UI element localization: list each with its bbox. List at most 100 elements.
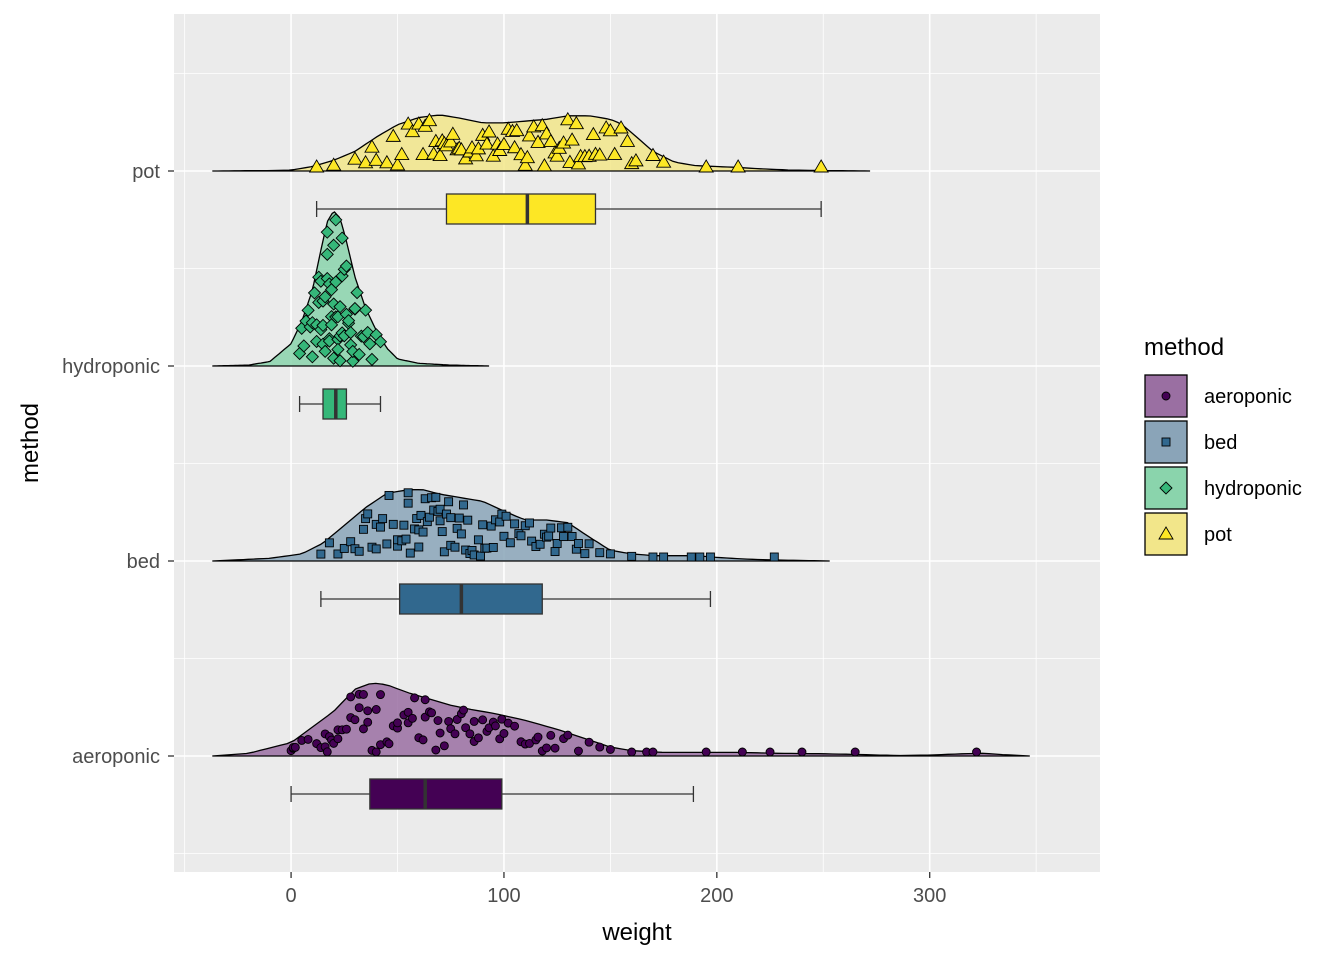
data-point: [371, 705, 381, 714]
data-point: [469, 717, 479, 726]
data-point: [325, 157, 342, 171]
data-point: [686, 552, 696, 562]
data-point: [320, 247, 334, 262]
data-point: [516, 531, 526, 541]
data-point: [584, 737, 594, 747]
data-point: [645, 147, 661, 161]
data-point: [444, 497, 454, 507]
data-point: [335, 231, 349, 245]
series-aeroponic: [212, 682, 1030, 810]
legend-title: method: [1144, 334, 1224, 361]
series-hydroponic: [212, 211, 490, 420]
data-point: [378, 514, 388, 524]
legend: method aeroponic bed hydroponic pot: [1144, 334, 1302, 556]
legend-entry-pot: pot: [1144, 512, 1232, 556]
data-point: [376, 522, 385, 532]
data-point: [765, 747, 775, 757]
data-point: [399, 520, 409, 530]
data-point: [570, 155, 587, 170]
box-pot: [445, 193, 597, 225]
data-point: [301, 303, 315, 317]
data-point: [414, 542, 424, 552]
data-point: [305, 350, 320, 364]
data-point: [308, 159, 325, 173]
data-point: [318, 344, 332, 359]
data-point: [415, 146, 431, 161]
data-point: [550, 547, 560, 557]
box-bed: [398, 583, 543, 615]
data-point: [546, 523, 556, 533]
data-point: [316, 549, 326, 559]
data-point: [563, 730, 573, 740]
data-point: [329, 213, 343, 227]
x-tick-label: 100: [487, 885, 520, 907]
data-point: [519, 149, 536, 164]
data-point: [585, 126, 602, 141]
data-point: [552, 539, 562, 548]
data-point: [595, 548, 605, 558]
data-point: [432, 147, 448, 162]
data-point: [290, 742, 300, 752]
data-point: [410, 693, 419, 703]
data-point: [698, 159, 714, 173]
data-point: [797, 747, 807, 757]
data-point: [459, 500, 468, 510]
data-point: [350, 715, 360, 725]
data-point: [564, 132, 580, 146]
data-point: [303, 734, 313, 744]
x-tick-label: 300: [913, 885, 946, 907]
data-point: [404, 123, 421, 138]
data-point: [450, 542, 460, 552]
data-point: [505, 538, 515, 548]
data-point: [488, 542, 498, 552]
density-hydroponic: [212, 211, 490, 367]
data-point: [648, 747, 658, 757]
data-point: [352, 347, 366, 362]
x-tick-label: 200: [700, 885, 733, 907]
data-point: [659, 552, 669, 562]
data-point: [473, 535, 483, 545]
data-point: [389, 157, 406, 171]
data-point: [584, 539, 594, 549]
data-point: [695, 552, 705, 562]
data-point: [322, 747, 332, 757]
data-point: [403, 498, 413, 508]
data-point: [344, 325, 358, 340]
data-point: [499, 531, 509, 541]
data-point: [427, 708, 437, 718]
data-point: [376, 690, 385, 700]
axis-layer: 0 100 200 300 aeroponic bed hydroponic pot: [62, 161, 946, 907]
data-point: [655, 154, 672, 168]
legend-label: aeroponic: [1204, 386, 1292, 408]
data-point: [559, 532, 569, 542]
data-point: [373, 335, 388, 349]
data-point: [384, 490, 394, 500]
series-pot: [212, 111, 871, 225]
data-point: [606, 146, 623, 160]
data-point: [468, 147, 485, 162]
legend-label: pot: [1204, 524, 1232, 546]
data-point: [461, 723, 471, 733]
data-point: [379, 154, 395, 169]
data-point: [439, 741, 449, 751]
y-tick-label: bed: [127, 551, 160, 573]
data-point: [346, 354, 360, 368]
data-point: [490, 721, 500, 731]
data-point: [339, 543, 349, 553]
data-point: [591, 147, 608, 161]
series-layer: [212, 111, 1030, 810]
data-point: [465, 729, 475, 739]
data-point: [363, 717, 373, 727]
data-point: [318, 290, 332, 304]
data-point: [560, 111, 576, 126]
data-point: [850, 747, 860, 757]
data-point: [705, 552, 715, 562]
data-point: [445, 126, 461, 140]
data-point: [307, 286, 322, 300]
box-aeroponic: [369, 778, 503, 810]
data-point: [627, 551, 637, 561]
data-point: [535, 539, 545, 549]
data-point: [453, 141, 470, 156]
legend-label: bed: [1204, 432, 1237, 454]
data-point: [401, 534, 411, 544]
